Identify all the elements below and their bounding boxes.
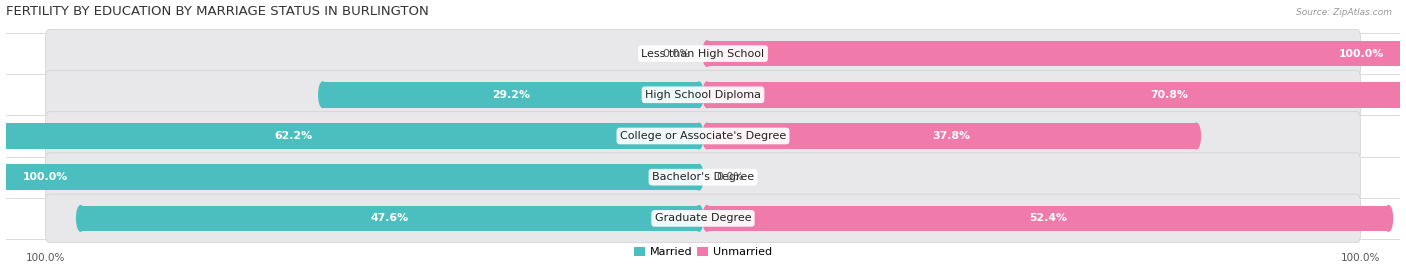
FancyBboxPatch shape <box>707 206 1389 231</box>
FancyBboxPatch shape <box>80 206 699 231</box>
Circle shape <box>703 123 711 149</box>
FancyBboxPatch shape <box>45 70 1361 119</box>
Circle shape <box>76 206 84 231</box>
FancyBboxPatch shape <box>707 123 1197 149</box>
Text: 29.2%: 29.2% <box>492 90 530 100</box>
Text: 0.0%: 0.0% <box>662 49 690 59</box>
FancyBboxPatch shape <box>45 112 1361 160</box>
FancyBboxPatch shape <box>45 194 1361 243</box>
Legend: Married, Unmarried: Married, Unmarried <box>630 243 776 262</box>
FancyBboxPatch shape <box>323 82 699 108</box>
Text: FERTILITY BY EDUCATION BY MARRIAGE STATUS IN BURLINGTON: FERTILITY BY EDUCATION BY MARRIAGE STATU… <box>6 5 429 18</box>
Circle shape <box>695 123 703 149</box>
Text: 70.8%: 70.8% <box>1150 90 1188 100</box>
Text: 0.0%: 0.0% <box>716 172 744 182</box>
Circle shape <box>703 41 711 66</box>
Circle shape <box>1385 206 1392 231</box>
Text: College or Associate's Degree: College or Associate's Degree <box>620 131 786 141</box>
FancyBboxPatch shape <box>45 29 1361 78</box>
Circle shape <box>695 164 703 190</box>
Circle shape <box>1192 123 1201 149</box>
Text: 100.0%: 100.0% <box>1339 49 1384 59</box>
Circle shape <box>695 206 703 231</box>
Text: Bachelor's Degree: Bachelor's Degree <box>652 172 754 182</box>
FancyBboxPatch shape <box>0 123 699 149</box>
Text: Less than High School: Less than High School <box>641 49 765 59</box>
Text: Graduate Degree: Graduate Degree <box>655 213 751 223</box>
FancyBboxPatch shape <box>707 82 1406 108</box>
Circle shape <box>319 82 328 108</box>
Text: 62.2%: 62.2% <box>274 131 312 141</box>
Text: 52.4%: 52.4% <box>1029 213 1067 223</box>
Text: 47.6%: 47.6% <box>371 213 409 223</box>
Text: 100.0%: 100.0% <box>22 172 67 182</box>
Text: Source: ZipAtlas.com: Source: ZipAtlas.com <box>1296 8 1392 17</box>
Text: High School Diploma: High School Diploma <box>645 90 761 100</box>
FancyBboxPatch shape <box>45 153 1361 201</box>
Circle shape <box>703 206 711 231</box>
Text: 37.8%: 37.8% <box>932 131 970 141</box>
FancyBboxPatch shape <box>0 164 699 190</box>
Circle shape <box>703 82 711 108</box>
FancyBboxPatch shape <box>707 41 1406 66</box>
Circle shape <box>695 82 703 108</box>
